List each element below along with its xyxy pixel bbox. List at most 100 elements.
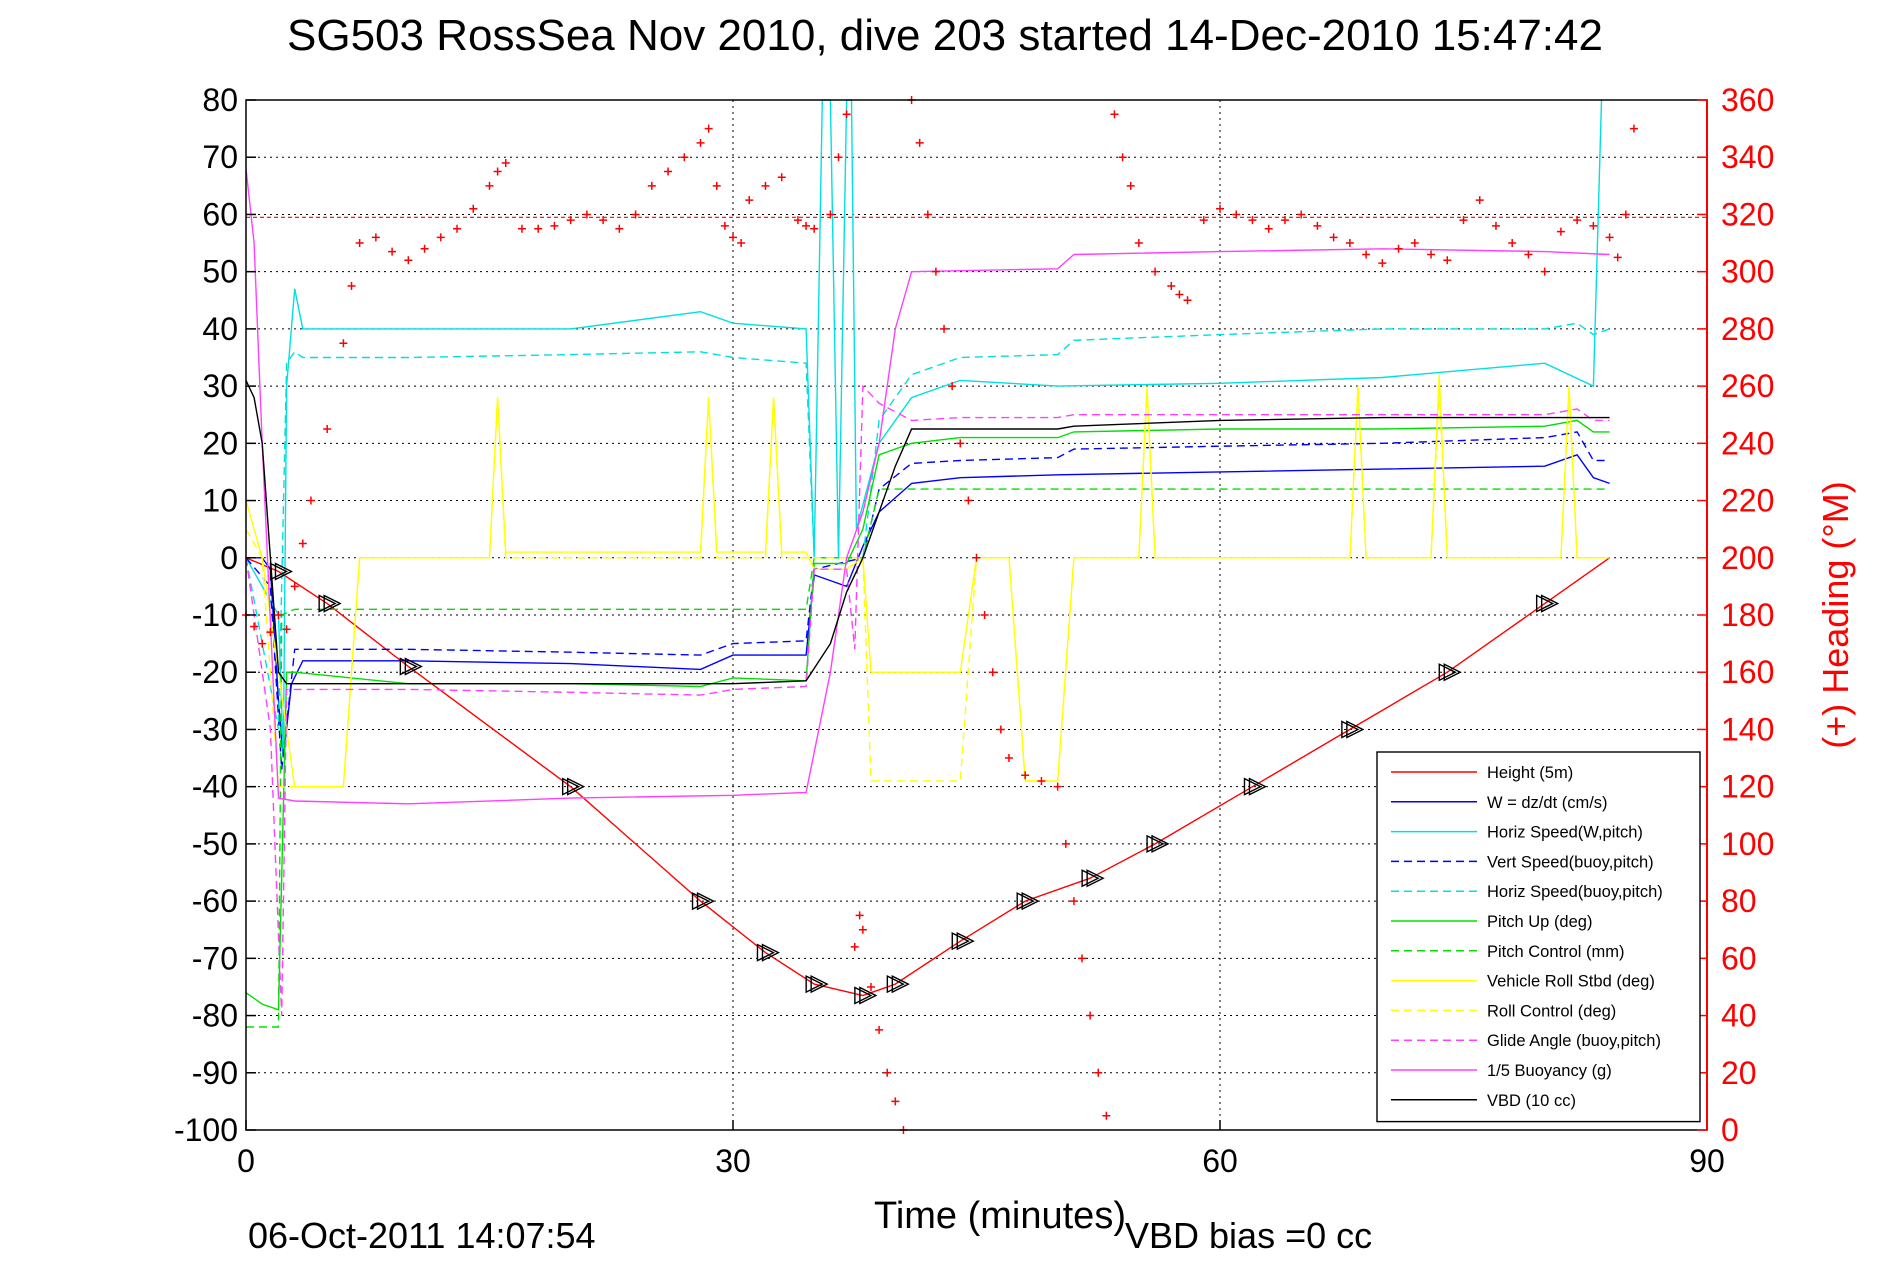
y-right-tick-label-12: 120 (1721, 769, 1774, 805)
heading-point-78 (1102, 1111, 1111, 1120)
heading-point-19 (469, 204, 478, 213)
y-tick-label-1: 70 (202, 139, 238, 175)
heading-point-46 (826, 210, 835, 219)
dive-markers (269, 562, 1560, 1005)
heading-point-92 (1280, 216, 1289, 225)
legend-item-6: Pitch Control (mm) (1391, 943, 1625, 961)
series-line-10 (245, 168, 1610, 805)
heading-point-70 (1021, 771, 1030, 780)
y-right-tick-label-9: 180 (1721, 597, 1774, 633)
series-line-3 (245, 431, 1610, 770)
heading-point-80 (1118, 153, 1127, 162)
heading-point-40 (745, 196, 754, 205)
dive-marker-14 (1341, 720, 1365, 739)
heading-point-85 (1175, 290, 1184, 299)
heading-point-87 (1199, 216, 1208, 225)
heading-point-109 (1556, 227, 1565, 236)
y-tick-label-15: -70 (192, 940, 238, 976)
heading-point-59 (923, 210, 932, 219)
heading-point-58 (915, 138, 924, 147)
heading-point-39 (737, 239, 746, 248)
legend: Height (5m) W = dz/dt (cm/s) Horiz Speed(W… (1376, 751, 1701, 1123)
series-layer (245, 99, 1611, 1028)
heading-point-22 (501, 158, 510, 167)
heading-point-29 (615, 224, 624, 233)
y-tick-label-9: -10 (192, 597, 238, 633)
y-right-tick-label-17: 20 (1721, 1055, 1757, 1091)
legend-item-0: Height (5m) (1391, 764, 1573, 782)
dive-marker-16 (1535, 594, 1560, 613)
series-line-0 (245, 557, 1611, 997)
x-tick-label-1: 30 (715, 1143, 751, 1179)
y-right-tick-label-3: 300 (1721, 254, 1774, 290)
heading-point-112 (1605, 233, 1614, 242)
heading-point-88 (1216, 204, 1224, 213)
chart-title: SG503 RossSea Nov 2010, dive 203 started… (287, 11, 1603, 60)
heading-point-17 (436, 233, 445, 242)
y-tick-label-18: -100 (174, 1112, 238, 1148)
y-tick-label-11: -30 (192, 711, 238, 747)
heading-point-99 (1394, 244, 1403, 253)
y-right-tick-label-6: 240 (1721, 425, 1774, 461)
heading-point-106 (1508, 239, 1517, 248)
heading-point-61 (940, 324, 949, 333)
x-tick-label-3: 90 (1689, 1143, 1725, 1179)
dive-marker-8 (886, 974, 910, 994)
dive-marker-1 (318, 594, 342, 613)
heading-point-18 (453, 224, 462, 233)
legend-label-6: Pitch Control (mm) (1487, 943, 1625, 961)
heading-point-42 (777, 173, 786, 182)
y-tick-label-16: -80 (192, 998, 238, 1034)
y-right-axis-ticks: 3603403203002802602402202001801601401201… (1697, 82, 1774, 1148)
x-axis-label: Time (minutes) (874, 1195, 1126, 1237)
legend-item-1: W = dz/dt (cm/s) (1391, 794, 1608, 812)
heading-point-110 (1573, 216, 1582, 225)
heading-point-33 (680, 153, 689, 162)
heading-point-63 (956, 439, 965, 448)
legend-label-7: Vehicle Roll Stbd (deg) (1487, 973, 1655, 991)
legend-item-5: Pitch Up (deg) (1391, 913, 1592, 931)
x-tick-label-0: 0 (237, 1143, 255, 1179)
y-axis-ticks: 80 70 60 50 40 30 20 10 0 -10 -20 -30 -40 -50 -60 -70 -8… (174, 82, 256, 1148)
heading-point-94 (1313, 221, 1322, 230)
y-right-tick-label-2: 320 (1721, 196, 1774, 232)
heading-point-107 (1524, 250, 1533, 259)
y-tick-label-0: 80 (202, 82, 238, 118)
heading-point-60 (931, 267, 940, 276)
heading-point-4 (274, 611, 283, 619)
y-tick-label-4: 40 (202, 311, 238, 347)
heading-point-15 (404, 256, 413, 265)
dive-marker-4 (691, 891, 716, 911)
dive-marker-6 (805, 974, 829, 994)
y-right-axis-label: (+) Heading (°M) (1815, 481, 1856, 748)
heading-point-111 (1589, 221, 1598, 230)
heading-point-12 (355, 239, 364, 248)
series-line-6 (246, 488, 1610, 1028)
legend-label-2: Horiz Speed(W,pitch) (1487, 824, 1643, 842)
heading-point-13 (371, 233, 380, 242)
heading-point-37 (720, 221, 729, 230)
y-tick-label-6: 20 (202, 425, 238, 461)
y-tick-label-10: -20 (192, 654, 238, 690)
legend-box (1376, 751, 1701, 1123)
dive-marker-13 (1243, 777, 1268, 796)
y-right-tick-label-10: 160 (1721, 654, 1774, 690)
y-right-tick-label-11: 140 (1721, 711, 1774, 747)
heading-point-3 (266, 628, 275, 637)
y-right-tick-label-4: 280 (1721, 311, 1774, 347)
dive-marker-15 (1438, 663, 1462, 682)
legend-label-1: W = dz/dt (cm/s) (1487, 794, 1608, 812)
heading-point-45 (810, 224, 819, 233)
heading-point-97 (1362, 250, 1371, 259)
heading-point-35 (704, 124, 713, 133)
heading-point-11 (347, 281, 356, 290)
series-line-7 (245, 374, 1610, 788)
heading-point-81 (1126, 181, 1135, 190)
heading-point-102 (1443, 256, 1452, 265)
heading-point-86 (1183, 296, 1192, 305)
heading-point-26 (566, 216, 575, 225)
heading-point-90 (1248, 216, 1257, 225)
y-right-tick-label-14: 80 (1721, 883, 1757, 919)
heading-point-41 (761, 181, 770, 190)
heading-point-91 (1264, 224, 1273, 233)
